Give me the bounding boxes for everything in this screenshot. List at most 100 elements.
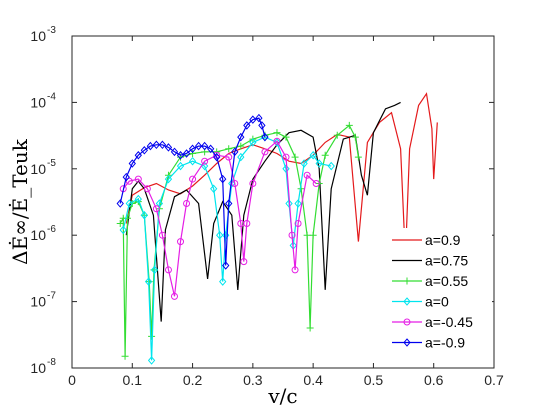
- data-point: [237, 152, 245, 162]
- series-line: [125, 101, 401, 322]
- data-point: [261, 132, 269, 142]
- data-point: [291, 153, 299, 161]
- x-tick-label: 0: [68, 372, 76, 388]
- legend-box: [388, 228, 492, 357]
- data-point: [231, 147, 239, 157]
- y-tick-label: 10: [30, 28, 46, 44]
- data-point: [188, 156, 197, 166]
- data-point: [282, 164, 290, 174]
- data-point: [144, 277, 153, 286]
- data-point: [354, 153, 362, 161]
- data-point: [309, 150, 317, 160]
- data-point: [288, 231, 296, 239]
- data-point: [225, 153, 233, 161]
- legend-item: a=0.9: [392, 232, 461, 248]
- y-tick-label: 10: [30, 360, 46, 376]
- x-tick-label: 0.4: [303, 372, 323, 388]
- data-point: [255, 113, 263, 123]
- y-tick-label: 10: [30, 294, 46, 310]
- data-point: [300, 159, 308, 168]
- y-tick-label: 10: [30, 94, 46, 110]
- data-point: [148, 332, 156, 340]
- y-axis-title: ΔĖ∞/Ė_Teuk: [8, 138, 32, 265]
- data-point: [249, 138, 257, 147]
- series-line: [122, 140, 317, 297]
- data-point: [122, 172, 130, 182]
- data-point: [134, 150, 142, 160]
- legend-item: a=0.55: [392, 273, 468, 289]
- data-point: [327, 161, 335, 171]
- y-tick-exponent: -7: [47, 291, 56, 302]
- data-point: [240, 258, 248, 266]
- data-point: [312, 180, 320, 188]
- legend-label: a=0: [425, 294, 449, 310]
- data-point: [273, 129, 281, 137]
- data-point: [189, 149, 197, 157]
- data-point: [134, 175, 142, 183]
- legend-item: a=0: [392, 294, 449, 310]
- series-2: [116, 121, 362, 360]
- data-point: [258, 121, 266, 130]
- data-point: [309, 231, 317, 239]
- data-point: [158, 231, 166, 239]
- data-point: [237, 132, 245, 142]
- y-tick-label: 10: [30, 161, 46, 177]
- data-point: [176, 150, 185, 160]
- data-point: [150, 265, 159, 275]
- y-tick-exponent: -8: [47, 357, 56, 368]
- series-1: [125, 101, 401, 322]
- data-point: [152, 205, 160, 213]
- x-tick-label: 0.3: [243, 372, 263, 388]
- data-point: [140, 146, 149, 155]
- data-point: [121, 352, 129, 360]
- data-point: [176, 161, 185, 171]
- y-axis-title-text: ΔĖ∞/Ė_Teuk: [8, 138, 32, 265]
- legend-label: a=0.9: [425, 232, 461, 248]
- data-point: [403, 277, 411, 285]
- data-point: [188, 144, 197, 154]
- plot-frame: [71, 35, 495, 369]
- data-point: [147, 356, 156, 365]
- series-4: [119, 137, 320, 300]
- y-tick-exponent: -5: [47, 158, 56, 169]
- data-point: [249, 180, 257, 188]
- data-point: [282, 133, 290, 141]
- data-point: [219, 277, 227, 286]
- data-point: [306, 324, 314, 332]
- data-point: [119, 225, 127, 235]
- data-point: [201, 157, 209, 165]
- series-line: [119, 117, 266, 266]
- data-point: [140, 210, 149, 220]
- data-point: [164, 266, 172, 274]
- data-point: [164, 143, 173, 152]
- legend-label: a=0.55: [425, 273, 468, 289]
- x-tick-label: 0.7: [484, 372, 504, 388]
- data-point: [182, 149, 191, 158]
- legend: a=0.9 a=0.75 a=0.55 a=0 a=-0.45 a=-0.9: [388, 228, 492, 357]
- data-point: [294, 199, 302, 208]
- data-point: [194, 141, 203, 151]
- data-point: [243, 121, 251, 130]
- data-point: [200, 141, 209, 151]
- y-tick-label: 10: [30, 227, 46, 243]
- data-point: [231, 180, 239, 188]
- data-point: [170, 147, 179, 157]
- series-5: [116, 113, 269, 270]
- data-point: [216, 230, 224, 240]
- data-point: [222, 261, 230, 270]
- data-point: [282, 153, 290, 161]
- data-point: [261, 148, 269, 156]
- y-tick-exponent: -3: [47, 25, 56, 36]
- data-point: [345, 121, 353, 129]
- x-tick-label: 0.1: [123, 372, 143, 388]
- y-tick-exponent: -6: [47, 224, 56, 235]
- series-line: [122, 136, 332, 361]
- data-point: [177, 238, 185, 246]
- data-point: [228, 179, 236, 188]
- data-point: [213, 152, 221, 162]
- series-3: [119, 132, 335, 365]
- data-point: [273, 138, 281, 147]
- data-point: [303, 171, 311, 179]
- data-point: [351, 133, 359, 141]
